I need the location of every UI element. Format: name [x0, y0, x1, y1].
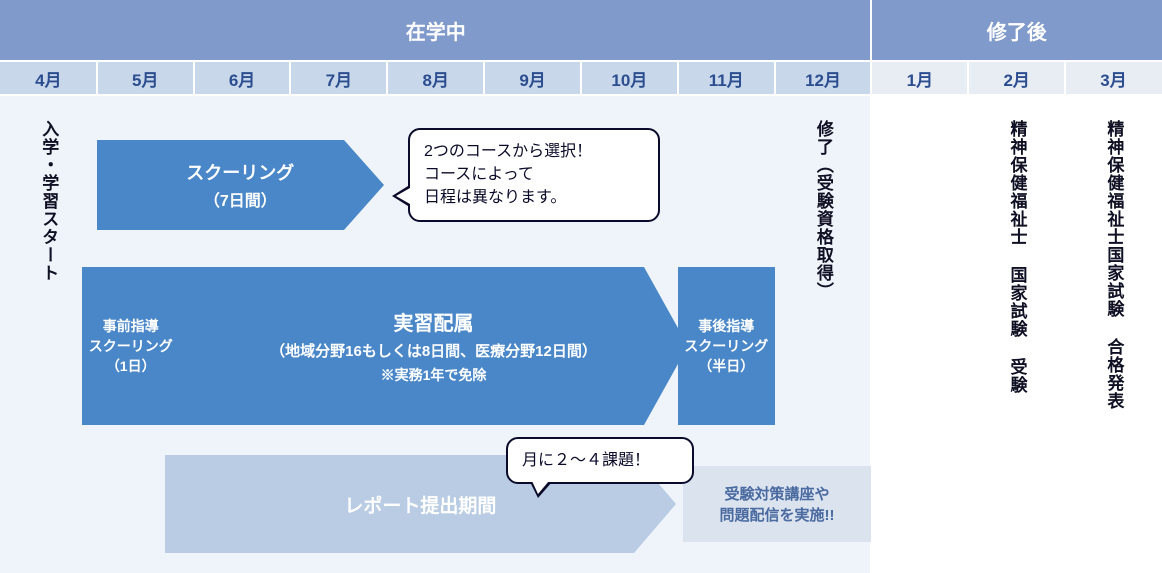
- bubble-monthly-tasks: 月に２～４課題！: [506, 437, 694, 484]
- month-cell: 2月: [968, 62, 1065, 94]
- vlabel-start: 入学・学習スタート: [36, 120, 60, 282]
- bubble-course-choice: 2つのコースから選択！コースによって日程は異なります。: [408, 128, 660, 222]
- month-cell: 5月: [97, 62, 194, 94]
- vlabel-exam: 精神保健福祉士 国家試験 受験: [1005, 120, 1029, 394]
- vlabel-complete: 修了（受験資格取得）: [811, 120, 835, 300]
- month-cell: 8月: [387, 62, 484, 94]
- bar-post-guidance: 事後指導スクーリング（半日）: [678, 267, 775, 425]
- note-exam-prep: 受験対策講座や問題配信を実施!!: [683, 466, 872, 542]
- header-after: 修了後: [871, 0, 1161, 60]
- schedule-gantt: 在学中修了後 4月5月6月7月8月9月10月11月12月1月2月3月入学・学習スタ…: [0, 0, 1162, 573]
- month-cell: 3月: [1065, 62, 1162, 94]
- month-cell: 10月: [581, 62, 678, 94]
- month-cell: 1月: [871, 62, 968, 94]
- month-cell: 11月: [678, 62, 775, 94]
- header-enrolled: 在学中: [0, 0, 871, 60]
- month-cell: 7月: [290, 62, 387, 94]
- vlabel-result: 精神保健福祉士国家試験 合格発表: [1102, 120, 1126, 410]
- bar-pre-guidance: 事前指導スクーリング（1日）: [82, 267, 179, 425]
- month-cell: 12月: [775, 62, 872, 94]
- bar-practicum: 実習配属（地域分野16もしくは8日間、医療分野12日間）※実務1年で免除: [179, 267, 688, 425]
- month-cell: 4月: [0, 62, 97, 94]
- month-cell: 6月: [194, 62, 291, 94]
- month-cell: 9月: [484, 62, 581, 94]
- bar-schooling: スクーリング（7日間）: [97, 140, 384, 230]
